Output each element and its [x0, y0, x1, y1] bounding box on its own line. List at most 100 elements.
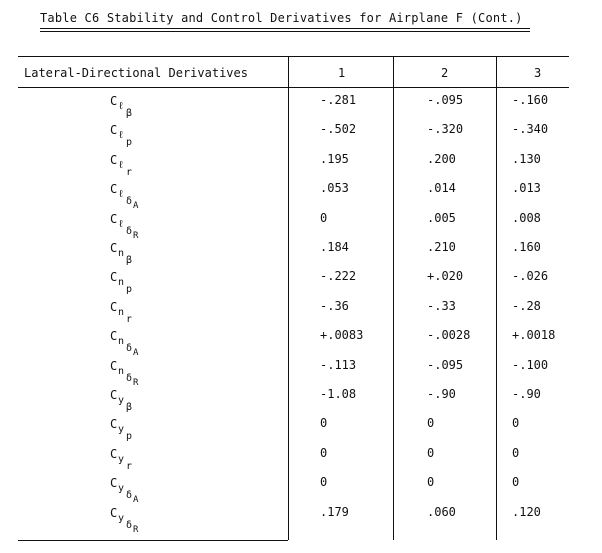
- col-divider-2: [393, 56, 394, 540]
- symbol-part-s2: δ: [126, 225, 133, 237]
- value-cell-col-2: .014: [427, 181, 456, 196]
- value-cell-col-3: 0: [512, 475, 520, 490]
- value-cell-col-2: .200: [427, 151, 456, 166]
- symbol-part-s2: δ: [126, 343, 133, 355]
- symbol-part-s1: y: [118, 512, 125, 524]
- value-cell-col-2: .005: [427, 210, 456, 225]
- value-cell-col-1: .184: [320, 240, 349, 254]
- symbol-part-c: C: [110, 505, 118, 520]
- value-cell-col-2: -.90: [427, 387, 456, 401]
- value-cell-col-1: -1.08: [320, 387, 357, 401]
- value-cell-col-1: 0: [320, 210, 328, 225]
- symbol-part-c: C: [110, 241, 118, 255]
- symbol-part-c: C: [110, 182, 118, 197]
- title-underline-2: [40, 31, 530, 32]
- title-underline-1: [40, 28, 530, 29]
- symbol-part-s3: A: [133, 495, 139, 506]
- value-cell-col-1: 0: [320, 416, 328, 431]
- value-cell-col-1: +.0083: [320, 328, 364, 343]
- symbol-part-s2: δ: [126, 196, 133, 208]
- value-cell-col-1: -.502: [320, 122, 357, 137]
- symbol-part-s3: A: [133, 348, 139, 359]
- value-cell-col-3: 0: [512, 445, 520, 460]
- header-col-3: 3: [534, 66, 542, 80]
- header-col-2: 2: [441, 66, 449, 80]
- symbol-part-s2: δ: [126, 519, 133, 531]
- value-cell-col-1: -.222: [320, 269, 357, 284]
- col-divider-1: [288, 56, 289, 540]
- symbol-part-s2: r: [126, 313, 133, 325]
- symbol-part-c: C: [110, 417, 118, 432]
- symbol-part-s2: β: [126, 255, 133, 266]
- symbol-part-s2: β: [126, 402, 133, 413]
- header-label: Lateral-Directional Derivatives: [24, 66, 248, 80]
- value-cell-col-3: -.100: [512, 357, 549, 372]
- value-cell-col-1: -.281: [320, 93, 357, 107]
- table-bottom-rule: [18, 540, 288, 541]
- value-cell-col-2: .060: [427, 504, 456, 519]
- value-cell-col-3: +.0018: [512, 328, 556, 343]
- value-cell-col-2: -.0028: [427, 328, 471, 343]
- value-cell-col-1: .053: [320, 181, 349, 196]
- symbol-part-c: C: [110, 329, 118, 344]
- value-cell-col-1: -.113: [320, 357, 357, 372]
- symbol-part-s2: r: [126, 460, 133, 472]
- symbol-part-s1: ℓ: [118, 189, 125, 201]
- symbol-part-s1: n: [118, 306, 125, 318]
- symbol-part-s1: y: [118, 424, 125, 436]
- value-cell-col-2: 0: [427, 416, 435, 431]
- value-cell-col-2: -.320: [427, 122, 464, 137]
- value-cell-col-3: .160: [512, 240, 541, 254]
- value-cell-col-3: -.28: [512, 298, 541, 313]
- value-cell-col-2: -.095: [427, 93, 464, 107]
- symbol-part-s2: β: [126, 108, 133, 119]
- symbol-part-s3: R: [133, 377, 139, 388]
- value-cell-col-3: -.160: [512, 93, 549, 107]
- value-cell-col-1: .195: [320, 151, 349, 166]
- symbol-part-s1: n: [118, 336, 125, 348]
- symbol-part-c: C: [110, 446, 118, 461]
- symbol-part-s2: p: [126, 137, 133, 149]
- symbol-part-s3: R: [133, 524, 139, 535]
- symbol-part-s2: δ: [126, 490, 133, 502]
- value-cell-col-2: -.095: [427, 357, 464, 372]
- value-cell-col-1: .179: [320, 504, 349, 519]
- value-cell-col-1: 0: [320, 445, 328, 460]
- symbol-part-s3: A: [133, 201, 139, 212]
- table-top-rule: [18, 56, 569, 57]
- symbol-part-s1: ℓ: [118, 101, 125, 112]
- symbol-part-s2: p: [126, 284, 133, 296]
- col-divider-3: [496, 56, 497, 540]
- symbol-part-c: C: [110, 388, 118, 402]
- value-cell-col-3: -.340: [512, 122, 549, 137]
- symbol-part-c: C: [110, 94, 118, 108]
- value-cell-col-2: 0: [427, 445, 435, 460]
- value-cell-col-3: .130: [512, 151, 541, 166]
- value-cell-col-3: .013: [512, 181, 541, 196]
- symbol-part-s1: ℓ: [118, 130, 125, 142]
- symbol-part-s1: y: [118, 395, 125, 406]
- header-col-1: 1: [338, 66, 346, 80]
- symbol-part-s2: δ: [126, 372, 133, 384]
- symbol-part-s1: n: [118, 277, 125, 289]
- symbol-part-s1: ℓ: [118, 159, 125, 171]
- symbol-part-c: C: [110, 358, 118, 373]
- value-cell-col-2: -.33: [427, 298, 456, 313]
- symbol-part-s1: n: [118, 365, 125, 377]
- symbol-part-s2: r: [126, 166, 133, 178]
- value-cell-col-2: .210: [427, 240, 456, 254]
- value-cell-col-3: 0: [512, 416, 520, 431]
- value-cell-col-3: .120: [512, 504, 541, 519]
- symbol-part-c: C: [110, 123, 118, 138]
- table-title: Table C6 Stability and Control Derivativ…: [40, 11, 523, 25]
- value-cell-col-2: 0: [427, 475, 435, 490]
- value-cell-col-3: .008: [512, 210, 541, 225]
- value-cell-col-1: -.36: [320, 298, 349, 313]
- symbol-part-s2: p: [126, 431, 133, 443]
- value-cell-col-3: -.90: [512, 387, 541, 401]
- symbol-part-s1: n: [118, 248, 125, 259]
- value-cell-col-1: 0: [320, 475, 328, 490]
- symbol-part-s1: y: [118, 453, 125, 465]
- symbol-part-s3: R: [133, 230, 139, 241]
- value-cell-col-2: +.020: [427, 269, 464, 284]
